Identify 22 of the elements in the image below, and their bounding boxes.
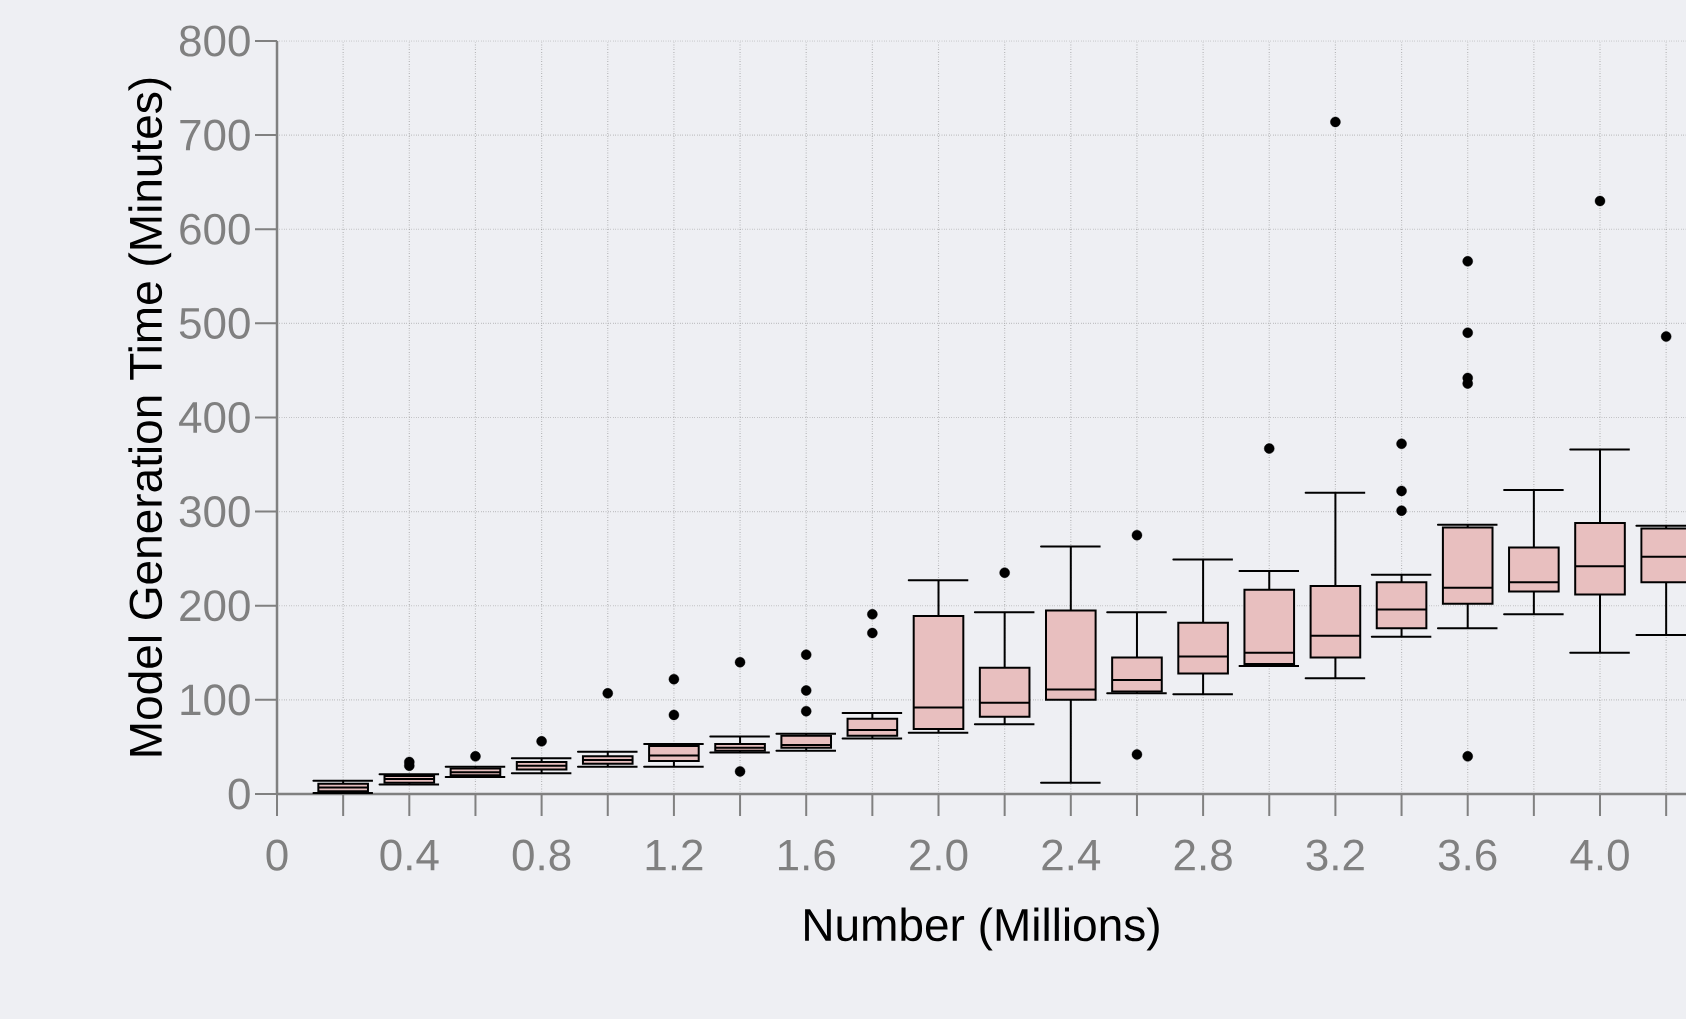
- y-tick-label: 600: [180, 213, 250, 245]
- y-tick-label: 300: [179, 496, 250, 528]
- x-tick-label: 0.8: [512, 839, 571, 871]
- x-tick-label: 4.0: [1570, 839, 1629, 871]
- x-tick-label: 2.8: [1174, 839, 1232, 871]
- x-tick-label: 3.2: [1306, 839, 1364, 871]
- y-axis-title: Model Generation Time (Minutes): [128, 78, 172, 756]
- x-tick-label: 1.6: [778, 839, 835, 871]
- x-tick-label: 2.4: [1042, 839, 1101, 871]
- y-tick-label: 200: [180, 590, 250, 622]
- x-tick-label: 0: [266, 839, 288, 871]
- y-tick-label: 700: [180, 119, 250, 151]
- y-tick-label: 400: [179, 401, 250, 434]
- y-tick-label: 500: [179, 307, 250, 339]
- y-tick-label: 0: [228, 778, 250, 810]
- x-tick-label: 3.6: [1438, 839, 1497, 871]
- x-tick-label: 0.4: [380, 839, 439, 871]
- y-tick-label: 800: [179, 25, 250, 57]
- y-tick-label: 100: [181, 684, 250, 716]
- x-tick-label: 1.2: [646, 839, 703, 871]
- x-axis-title: Number (Millions): [805, 907, 1159, 951]
- x-tick-label: 2.0: [910, 839, 968, 871]
